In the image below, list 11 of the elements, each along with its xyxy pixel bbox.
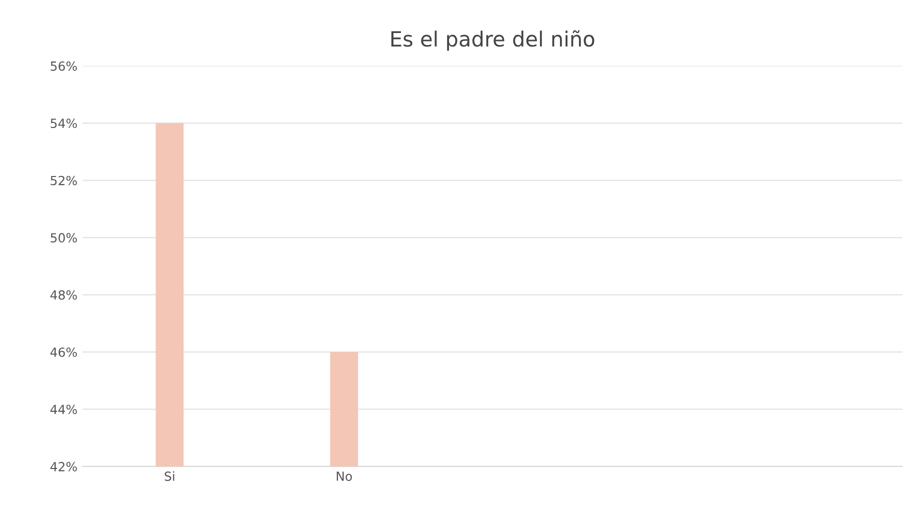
- y-tick-label: 50%: [50, 233, 77, 242]
- y-tick-label: 52%: [50, 176, 77, 186]
- y-tick-label: 42%: [50, 462, 77, 472]
- x-tick-label: Si: [164, 471, 174, 481]
- y-tick-label: 56%: [50, 61, 77, 71]
- x-tick-label: No: [336, 472, 352, 481]
- y-tick-label: 46%: [50, 347, 77, 357]
- y-tick-label: 54%: [50, 118, 77, 128]
- y-tick-label: 44%: [50, 404, 77, 414]
- text: Es el padre del niño: [391, 30, 594, 51]
- y-tick-label: 48%: [50, 290, 77, 300]
